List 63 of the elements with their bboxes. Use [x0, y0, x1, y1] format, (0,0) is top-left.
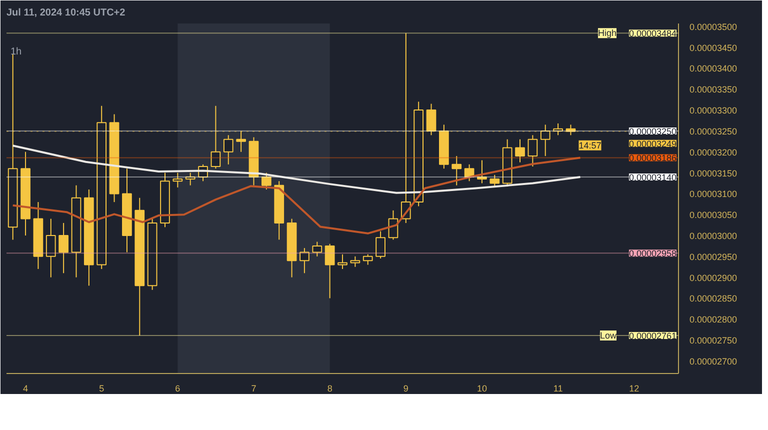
y-tick-label: 0.00002900	[690, 272, 738, 283]
candlestick	[540, 124, 550, 157]
candlestick	[426, 103, 436, 136]
ref-line-label: 0.00003250	[628, 126, 677, 136]
y-tick-label: 0.00002950	[690, 252, 738, 262]
candlestick	[324, 243, 335, 299]
y-tick-label: 0.00003100	[690, 189, 738, 200]
y-tick-label: 0.00002700	[690, 356, 738, 366]
ref-line-label: 0.00003140	[628, 172, 677, 182]
annotation: High	[598, 28, 617, 38]
candlestick	[376, 230, 386, 260]
candlestick	[553, 122, 563, 136]
y-tick-label: 0.00003200	[690, 147, 738, 158]
y-tick-label: 0.00003450	[690, 42, 738, 53]
annotation: Low	[600, 330, 617, 340]
x-tick-label: 5	[99, 384, 104, 394]
ref-line-label: 0.00003186	[628, 153, 677, 164]
x-tick-label: 4	[23, 384, 28, 394]
ref-line-label: 0.00003484	[628, 28, 677, 39]
y-tick-label: 0.00003050	[690, 210, 738, 220]
x-tick-label: 10	[476, 384, 487, 394]
x-tick-label: 6	[175, 384, 180, 394]
x-tick-label: 8	[327, 384, 332, 394]
y-tick-label: 0.00003300	[690, 106, 738, 116]
y-tick-label: 0.00003350	[690, 84, 738, 95]
y-tick-label: 0.00003000	[690, 231, 738, 242]
x-tick-label: 12	[629, 384, 640, 394]
chart-title: Jul 11, 2024 10:45 UTC+2	[6, 8, 126, 18]
candlestick	[300, 248, 310, 274]
candlestick	[46, 218, 56, 278]
ref-line-label: 0.00002761	[628, 330, 677, 341]
candlestick	[350, 256, 360, 268]
candlestick	[515, 138, 525, 163]
candlestick	[452, 156, 462, 186]
y-tick-label: 0.00003150	[690, 168, 738, 178]
candlestick	[566, 124, 576, 136]
candlestick	[223, 134, 234, 165]
x-tick-label: 9	[403, 384, 408, 394]
candlestick	[185, 172, 196, 186]
y-tick-label: 0.00002850	[690, 294, 738, 304]
candlestick	[172, 172, 183, 188]
y-tick-label: 0.00002750	[690, 336, 738, 346]
candlestick	[477, 160, 487, 184]
candlestick	[236, 130, 246, 152]
candlestick	[58, 222, 68, 274]
candlestick	[362, 254, 373, 266]
line-series	[12, 144, 582, 194]
ref-line-label: 0.00002958	[628, 248, 677, 259]
candlestick	[338, 254, 348, 270]
candlestick	[490, 174, 500, 188]
candlestick	[528, 134, 538, 168]
candlestick	[210, 105, 221, 170]
x-tick-label: 11	[553, 384, 563, 394]
ref-line-label: 0.00003249	[628, 138, 677, 149]
annotation: 14:57	[578, 140, 602, 150]
y-tick-label: 0.00002800	[690, 314, 738, 325]
text: 1h	[10, 46, 22, 58]
y-tick-label: 0.00003500	[690, 22, 738, 32]
candlestick	[261, 172, 272, 190]
candlestick	[312, 241, 322, 257]
y-tick-label: 0.00003400	[690, 64, 738, 74]
x-tick-label: 7	[251, 384, 256, 394]
y-tick-label: 0.00003250	[690, 126, 738, 136]
